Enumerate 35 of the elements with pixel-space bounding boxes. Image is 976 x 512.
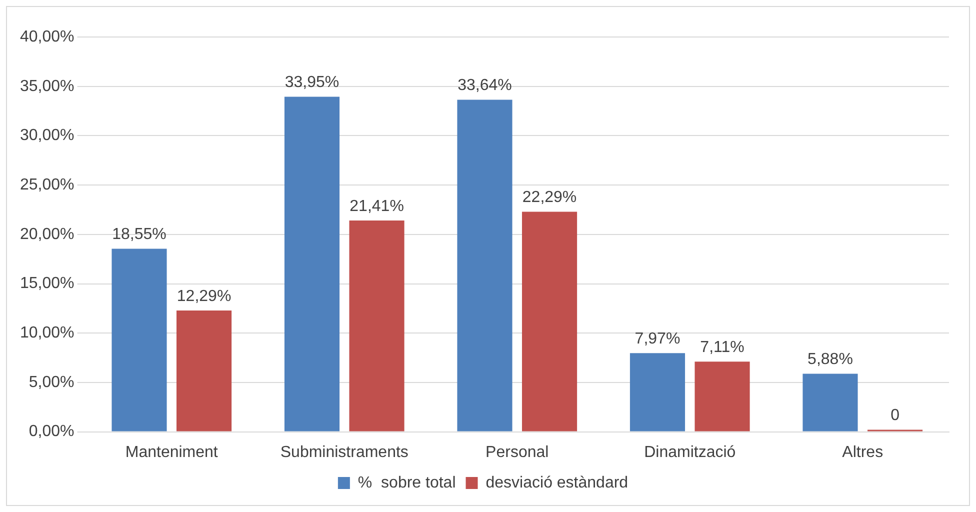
y-tick-label: 30,00% [20,127,74,144]
legend-label: % sobre total [358,474,456,492]
data-label: 33,95% [284,74,340,92]
bar [802,374,858,432]
data-label: 12,29% [176,288,232,305]
legend-label: desviació estàndard [486,474,628,492]
y-tick-label: 25,00% [20,176,74,194]
y-tick-label: 0,00% [28,423,74,440]
data-label: 5,88% [808,351,853,368]
bar [112,248,167,432]
bar [694,362,750,432]
bar [522,212,578,432]
y-tick-label: 35,00% [20,78,74,95]
data-label: 33,64% [458,77,512,94]
x-tick-label: Dinamització [644,444,736,461]
y-tick-label: 15,00% [20,275,74,292]
bar [457,100,512,432]
x-tick-label: Personal [486,444,549,461]
data-label: 18,55% [112,226,166,244]
y-tick-label: 10,00% [20,324,74,342]
data-label: 21,41% [350,198,404,215]
y-tick-label: 20,00% [20,226,74,243]
bar [630,353,686,432]
x-tick-label: Manteniment [125,444,218,461]
y-tick-label: 40,00% [20,28,74,46]
bar [349,220,404,432]
data-label: 0 [890,407,900,424]
bar [176,310,232,432]
bar [284,96,340,432]
x-tick-label: Subministraments [280,444,408,461]
data-label: 22,29% [522,189,577,206]
data-label: 7,11% [700,339,744,356]
y-tick-label: 5,00% [28,374,74,391]
x-tick-label: Altres [842,444,884,461]
data-label: 7,97% [634,330,680,348]
